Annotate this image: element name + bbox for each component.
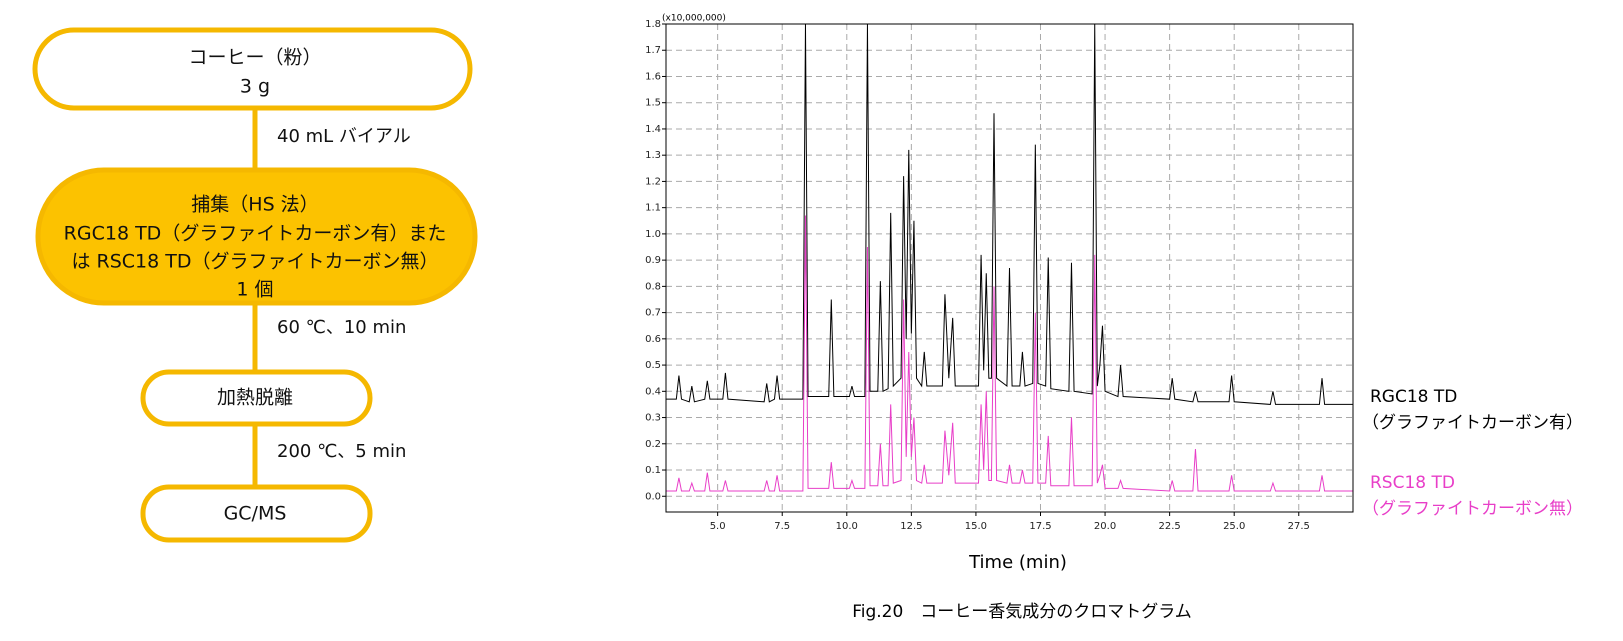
series-line: [666, 24, 1353, 405]
x-tick-label: 5.0: [710, 521, 726, 532]
y-tick-label: 0.4: [645, 386, 661, 397]
x-tick-label: 15.0: [965, 521, 987, 532]
y-tick-label: 0.2: [645, 439, 661, 450]
y-tick-label: 0.1: [645, 465, 661, 476]
node-text: 3 g: [240, 76, 270, 98]
node-text: コーヒー（粉）: [188, 47, 321, 69]
node-text: RGC18 TD（グラファイトカーボン有）また: [64, 223, 447, 245]
legend-note: （グラファイトカーボン無）: [1362, 499, 1583, 519]
y-tick-label: 1.3: [645, 150, 661, 161]
grid: [662, 23, 1353, 516]
node-text: は RSC18 TD（グラファイトカーボン無）: [71, 251, 438, 273]
series-line: [666, 215, 1353, 492]
node-text: 加熱脱離: [217, 387, 293, 409]
flow-node: [32, 27, 473, 111]
x-tick-label: 7.5: [774, 521, 790, 532]
flow-node: [140, 484, 373, 543]
x-tick-label: 20.0: [1094, 521, 1116, 532]
y-tick-label: 1.0: [645, 229, 661, 240]
y-tick-label: 0.8: [645, 281, 661, 292]
y-tick-label: 1.7: [645, 45, 661, 56]
edge-label: 200 ℃、5 min: [277, 441, 406, 462]
node-text: 1 個: [236, 279, 273, 301]
x-tick-label: 17.5: [1029, 521, 1051, 532]
x-tick-label: 10.0: [836, 521, 858, 532]
traces: [666, 24, 1353, 492]
x-tick-label: 25.0: [1223, 521, 1245, 532]
y-tick-label: 1.4: [645, 124, 661, 135]
node-text: 捕集（HS 法）: [191, 194, 318, 216]
y-tick-label: 1.1: [645, 203, 661, 214]
caption: Fig.20 コーヒー香気成分のクロマトグラム: [852, 602, 1192, 622]
plot-frame: [665, 23, 1354, 513]
edge-label: 40 mL バイアル: [277, 126, 411, 147]
flow-node: [140, 369, 373, 427]
y-tick-label: 0.9: [645, 255, 661, 266]
node-text: GC/MS: [224, 503, 287, 525]
legend-label: RSC18 TD: [1370, 473, 1455, 493]
y-tick-label: 0.6: [645, 334, 661, 345]
y-tick-label: 1.8: [645, 19, 661, 30]
y-tick-label: 1.2: [645, 176, 661, 187]
y-tick-label: 0.3: [645, 413, 661, 424]
flowchart: [32, 27, 478, 543]
y-unit: (x10,000,000): [662, 14, 726, 24]
x-tick-label: 27.5: [1288, 521, 1310, 532]
x-tick-label: 22.5: [1158, 521, 1180, 532]
y-tick-label: 1.6: [645, 71, 661, 82]
edge-label: 60 ℃、10 min: [277, 317, 406, 338]
x-axis-label: Time (min): [968, 552, 1067, 573]
legend-label: RGC18 TD: [1370, 387, 1457, 407]
x-tick-label: 12.5: [900, 521, 922, 532]
legend-note: （グラファイトカーボン有）: [1362, 413, 1583, 433]
y-tick-label: 1.5: [645, 98, 661, 109]
y-tick-label: 0.7: [645, 308, 661, 319]
flow-node: [35, 167, 478, 306]
y-tick-label: 0.5: [645, 360, 661, 371]
y-tick-label: 0.0: [645, 491, 661, 502]
